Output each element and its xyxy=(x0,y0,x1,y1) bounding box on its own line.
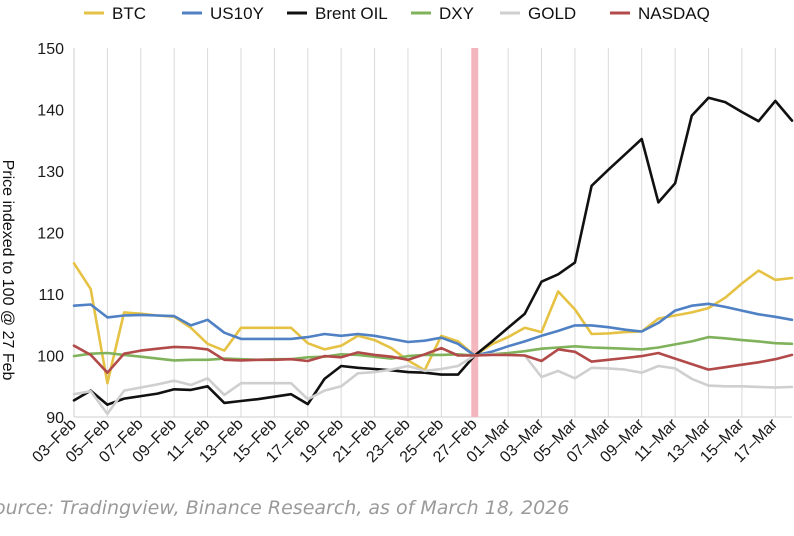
legend-label-dxy: DXY xyxy=(439,4,474,23)
legend-label-nasdaq: NASDAQ xyxy=(638,4,710,23)
y-tick-label: 90 xyxy=(46,410,64,427)
legend-label-gold: GOLD xyxy=(528,4,576,23)
y-tick-label: 130 xyxy=(37,164,64,181)
source-note: ource: Tradingview, Binance Research, as… xyxy=(0,497,570,519)
y-tick-label: 110 xyxy=(38,287,64,304)
y-tick-label: 150 xyxy=(37,41,64,58)
series-line-dxy xyxy=(72,335,794,362)
series-line-brent-oil xyxy=(72,96,794,407)
reference-band xyxy=(471,48,479,417)
series-line-gold xyxy=(72,352,794,416)
y-axis: 90 100 110 120 130 140 150 xyxy=(37,41,64,427)
y-tick-label: 120 xyxy=(37,226,64,243)
series-line-us10y xyxy=(72,302,794,357)
legend-label-us10y: US10Y xyxy=(210,4,264,23)
x-axis: 03–Feb05–Feb07–Feb09–Feb11–Feb13–Feb15–F… xyxy=(29,415,781,466)
series-line-btc xyxy=(72,261,794,385)
legend-label-btc: BTC xyxy=(112,4,146,23)
y-tick-label: 100 xyxy=(37,349,64,366)
legend-label-brent-oil: Brent OIL xyxy=(315,4,388,23)
reference-marker xyxy=(471,48,479,417)
legend: BTC US10Y Brent OIL DXY GOLD NASDAQ xyxy=(84,4,710,23)
y-tick-label: 140 xyxy=(37,103,64,120)
y-axis-label: Price indexed to 100 @ 27 Feb xyxy=(0,160,16,381)
series-line-nasdaq xyxy=(72,344,794,375)
series-layer xyxy=(72,96,794,416)
